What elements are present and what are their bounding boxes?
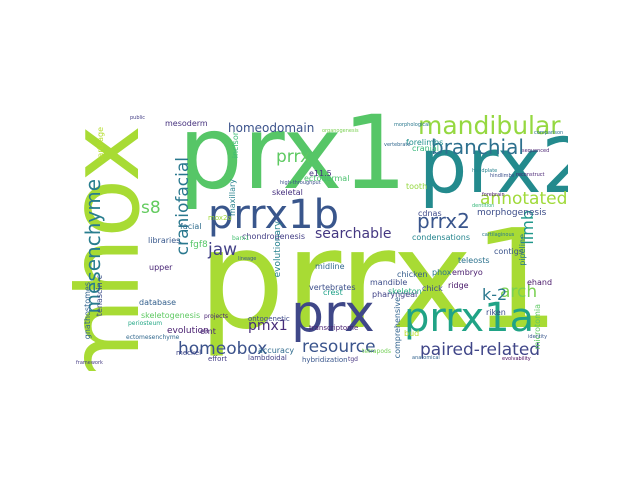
cloud-word: tooth [406, 182, 428, 191]
cloud-word: barx1 [232, 235, 250, 242]
cloud-word: hindlimbs [490, 173, 515, 179]
cloud-word: high-throughput [280, 180, 321, 186]
cloud-word: projects [204, 313, 228, 320]
cloud-word: mesoderm [165, 119, 208, 128]
cloud-word: lambdoidal [248, 354, 287, 362]
cloud-word: homeobox [178, 339, 268, 359]
cloud-word: evolutionary [273, 221, 283, 278]
cloud-word: prrx1 [198, 201, 560, 360]
cloud-word: libraries [148, 236, 181, 245]
cloud-word: prrx [276, 147, 311, 167]
cloud-word: riken [486, 308, 506, 317]
cloud-word: fgf8 [190, 240, 208, 250]
cloud-word: mox2a [208, 214, 232, 222]
cloud-word: ontogenetic [248, 315, 290, 323]
cloud-word: annotated [480, 189, 568, 209]
cloud-word: branchial [431, 135, 524, 159]
cloud-word: ectomesenchyme [126, 334, 180, 341]
cloud-word: evolvability [502, 356, 531, 362]
cloud-word: prrx1b [208, 192, 340, 238]
cloud-word: cdnas [418, 209, 442, 218]
cloud-word: phox [432, 268, 452, 277]
cloud-word: ridge [448, 281, 469, 290]
cloud-word: comprehensive [393, 297, 402, 359]
cloud-word: cartilaginous [482, 232, 515, 238]
cloud-word: vertebrate [384, 142, 411, 148]
cloud-word: sequenced [522, 148, 550, 154]
cloud-word: mandibular [418, 111, 561, 140]
cloud-word: chondrogenesis [242, 232, 306, 241]
cloud-word: morphological [394, 122, 430, 128]
cloud-word: microtomia [533, 304, 542, 350]
cloud-word: paired-related [420, 340, 541, 360]
cloud-word: periosteum [128, 320, 163, 327]
cloud-word: incisor [231, 132, 240, 159]
cloud-word: cartilage [96, 127, 105, 163]
cloud-word: organogenesis [322, 128, 359, 134]
cloud-word: e11.5 [309, 169, 332, 178]
cloud-word: condensations [412, 233, 470, 242]
cloud-word: ectodermal [304, 174, 350, 183]
cloud-word: teleosts [458, 256, 490, 265]
cloud-word: forelimbs [406, 138, 444, 147]
cloud-word: framework [76, 360, 103, 366]
cloud-word: tgd [348, 356, 358, 363]
cloud-word: transcriptome [309, 324, 359, 332]
cloud-word: meckel [176, 349, 202, 357]
word-cloud: prrx1 mhox prx1 prx2 prrx1b prx prrx1a m… [72, 109, 568, 371]
cloud-word: prx1 [178, 109, 408, 213]
cloud-word: prrx1a [404, 295, 535, 341]
cloud-word: database [139, 298, 177, 307]
cloud-word: contigs [494, 247, 523, 256]
cloud-word: accuracy [258, 346, 295, 355]
cloud-word: morphogenesis [477, 208, 547, 218]
cloud-word: s8 [141, 198, 161, 218]
cloud-word: prrx2 [417, 209, 470, 233]
cloud-word: maxillary [228, 179, 237, 217]
cloud-word: skeletogenesis [141, 311, 201, 320]
cloud-word: public [130, 115, 146, 121]
cloud-word: evolution [167, 326, 209, 336]
cloud-word: pharyngeal [372, 290, 418, 299]
cloud-word: resource [302, 337, 376, 357]
cloud-word: mandible [370, 278, 408, 287]
cloud-word: skeletal [272, 188, 303, 197]
cloud-word: lineage [238, 256, 257, 262]
cloud-word: prx2 [419, 121, 568, 210]
cloud-word: effort [208, 355, 228, 363]
cloud-word: crest [323, 288, 343, 297]
cloud-word: vertebrates [309, 283, 356, 292]
cloud-word: chick [422, 284, 443, 293]
cloud-word: emt [200, 327, 216, 336]
cloud-word: k-2 [482, 285, 508, 304]
cloud-word: reconstruct [516, 172, 545, 178]
cloud-word: facial [180, 222, 202, 231]
cloud-word: pmx1 [248, 318, 288, 334]
cloud-word: bud [404, 329, 420, 338]
cloud-word: comparison [534, 130, 564, 136]
cloud-word: forebrain [482, 192, 505, 198]
cloud-word: dentition [472, 203, 495, 209]
cloud-word: chicken [397, 270, 428, 279]
cloud-word: prx [291, 284, 375, 344]
cloud-word: midline [315, 262, 345, 271]
cloud-word: cranial [412, 144, 440, 153]
cloud-word: jaw [208, 240, 238, 260]
cloud-word: hybridization [302, 356, 348, 364]
cloud-word: homeodomain [228, 121, 315, 135]
cloud-word: identity [528, 334, 548, 340]
cloud-word: tenascin-c [95, 275, 104, 317]
cloud-word: ehand [527, 278, 553, 287]
cloud-word: handplate [472, 168, 498, 174]
cloud-word: arch [500, 282, 538, 302]
cloud-word: embryo [452, 268, 483, 277]
cloud-word: searchable [315, 226, 392, 242]
cloud-word: anatomical [412, 355, 440, 361]
cloud-word: gnathostomes [83, 282, 92, 340]
cloud-word: upper [149, 263, 173, 272]
cloud-word: tetrapods [362, 348, 391, 355]
cloud-word: skeleton [388, 287, 422, 296]
